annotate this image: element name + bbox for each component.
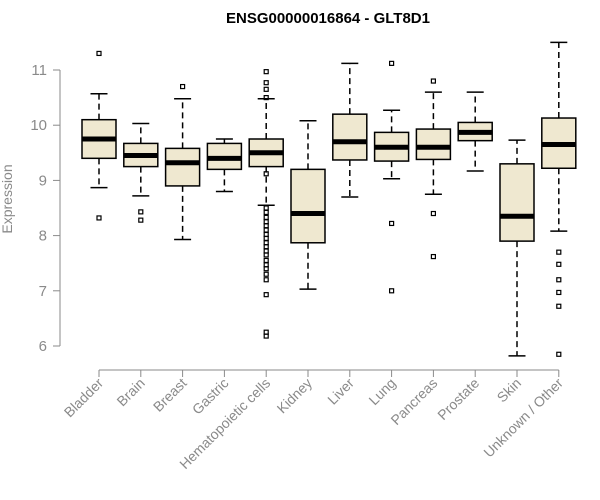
- outlier-point: [263, 292, 269, 298]
- iqr-box: [499, 163, 535, 242]
- x-tick-label: Unknown / Other: [480, 375, 566, 461]
- outlier-point: [430, 78, 436, 84]
- y-tick-label: 11: [31, 62, 47, 79]
- y-tick-label: 6: [39, 338, 47, 355]
- outlier-point: [556, 289, 562, 296]
- box-kidney: [290, 120, 326, 290]
- outlier-point: [138, 209, 144, 215]
- x-tick-label: Bladder: [61, 375, 107, 421]
- outlier-point: [389, 220, 395, 227]
- box-skin: [499, 139, 535, 357]
- box-hematopoietic-cells: [248, 69, 284, 339]
- outlier-point: [556, 277, 562, 283]
- box-unknown-other: [541, 41, 577, 357]
- outlier-point: [556, 261, 562, 267]
- outlier-point: [263, 69, 269, 75]
- y-tick-label: 9: [39, 172, 47, 189]
- box-bladder: [81, 50, 117, 221]
- outlier-point: [263, 227, 269, 233]
- box-series: [81, 41, 577, 357]
- iqr-box: [415, 128, 452, 161]
- x-tick-label: Liver: [324, 375, 357, 408]
- y-axis-label: Expression: [0, 164, 15, 233]
- outlier-point: [263, 257, 269, 264]
- x-tick-label: Breast: [150, 375, 190, 415]
- y-axis: 6 7 8 9 10 11: [30, 62, 61, 355]
- outlier-point: [430, 253, 436, 260]
- outlier-point: [96, 50, 102, 57]
- outlier-point: [389, 288, 395, 294]
- box-breast: [164, 83, 201, 241]
- outlier-point: [556, 303, 562, 309]
- x-tick-label: Kidney: [274, 375, 316, 417]
- chart-title: ENSG00000016864 - GLT8D1: [226, 10, 430, 27]
- iqr-box: [332, 113, 368, 161]
- iqr-box: [164, 147, 201, 187]
- iqr-box: [290, 168, 326, 244]
- outlier-point: [556, 249, 562, 255]
- x-tick-label: Skin: [494, 375, 525, 406]
- x-tick-label: Prostate: [434, 375, 482, 423]
- outlier-point: [389, 60, 395, 66]
- y-tick-label: 7: [39, 283, 47, 300]
- outlier-point: [263, 205, 269, 211]
- x-tick-label: Lung: [365, 375, 398, 408]
- outlier-point: [263, 252, 269, 258]
- box-pancreas: [415, 78, 452, 260]
- outlier-point: [263, 266, 269, 272]
- outlier-point: [556, 351, 562, 357]
- outlier-point: [430, 210, 436, 217]
- outlier-point: [96, 215, 102, 221]
- outlier-point: [263, 86, 269, 92]
- box-liver: [332, 62, 368, 198]
- outlier-point: [263, 277, 269, 283]
- outlier-point: [263, 271, 269, 277]
- box-lung: [373, 60, 410, 294]
- outlier-point: [263, 209, 269, 216]
- y-tick-label: 10: [30, 117, 47, 134]
- outlier-point: [263, 80, 269, 86]
- box-brain: [123, 122, 159, 223]
- outlier-point: [263, 94, 269, 101]
- outlier-point: [263, 171, 269, 177]
- outlier-point: [263, 214, 269, 220]
- x-tick-label: Brain: [113, 375, 147, 409]
- y-tick-label: 8: [39, 228, 47, 245]
- outlier-point: [180, 83, 186, 90]
- box-gastric: [206, 138, 243, 193]
- outlier-point: [138, 217, 144, 223]
- outlier-point: [263, 333, 269, 339]
- box-prostate: [457, 91, 493, 172]
